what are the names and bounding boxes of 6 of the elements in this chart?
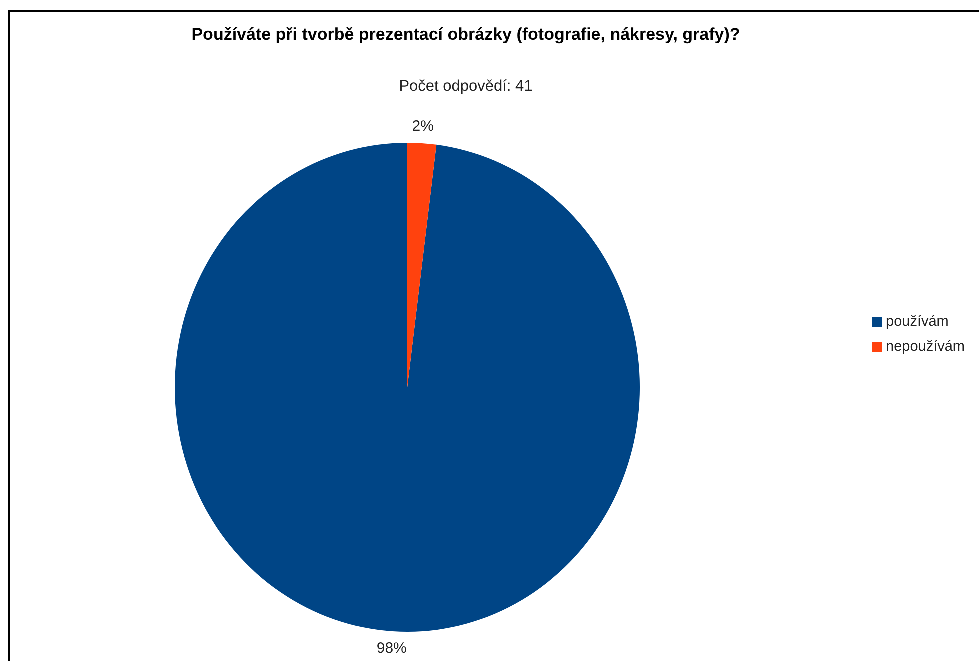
chart-title: Používáte při tvorbě prezentací obrázky (fotografie, nákresy, grafy)? bbox=[192, 25, 740, 44]
legend-label: nepoužívám bbox=[886, 339, 965, 355]
data-label: 98% bbox=[376, 640, 407, 657]
legend-label: používám bbox=[886, 314, 949, 330]
chart-subtitle: Počet odpovědí: 41 bbox=[399, 78, 533, 95]
data-label: 2% bbox=[412, 118, 434, 136]
